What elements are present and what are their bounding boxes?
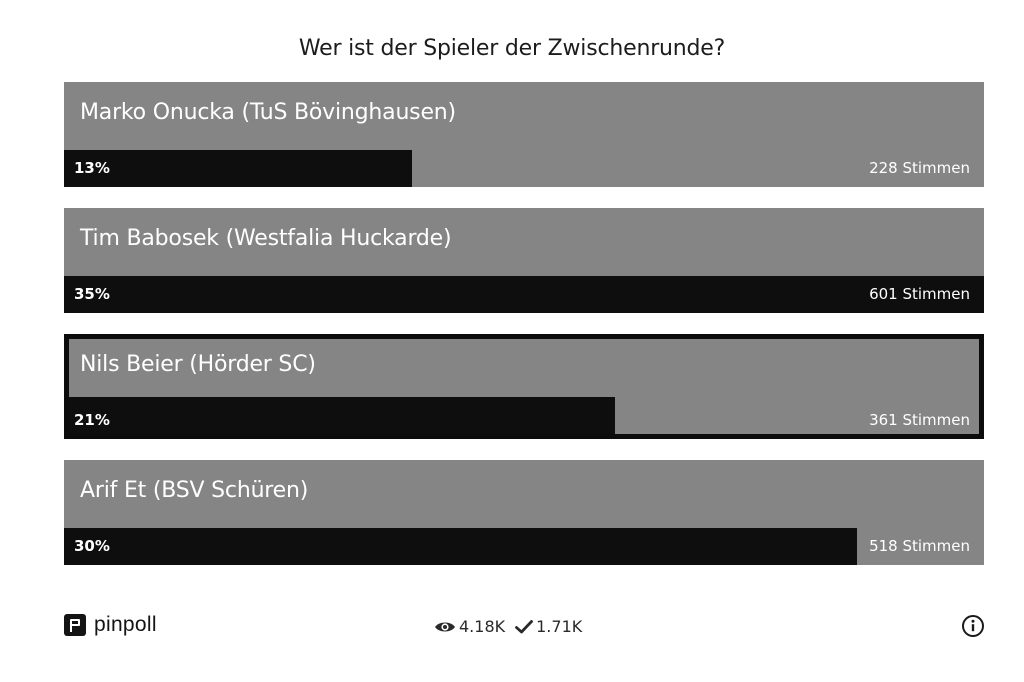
brand-name: pinpoll (94, 613, 157, 636)
poll-stats: 4.18K 1.71K (434, 617, 592, 636)
option-percent: 13% (74, 159, 110, 177)
option-votes: 228 Stimmen (869, 159, 970, 177)
option-name: Tim Babosek (Westfalia Huckarde) (80, 226, 452, 251)
views-stat: 4.18K (434, 617, 505, 636)
votes-count: 1.71K (536, 617, 583, 636)
option-percent: 30% (74, 537, 110, 555)
result-bar (64, 528, 858, 565)
votes-stat: 1.71K (515, 617, 582, 636)
poll-option-onucka[interactable]: Marko Onucka (TuS Bövinghausen) 13% 228 … (64, 82, 984, 187)
poll-footer: pinpoll 4.18K 1.71K (64, 608, 988, 644)
info-icon[interactable] (961, 614, 985, 638)
option-votes: 518 Stimmen (869, 537, 970, 555)
eye-icon (435, 622, 455, 631)
result-bar (64, 276, 984, 313)
option-percent: 21% (74, 411, 110, 429)
option-name: Nils Beier (Hörder SC) (80, 352, 316, 377)
result-bar (69, 397, 615, 434)
pinpoll-logo-icon (64, 614, 86, 636)
views-count: 4.18K (459, 617, 506, 636)
poll-option-beier[interactable]: Nils Beier (Hörder SC) 21% 361 Stimmen (64, 334, 984, 439)
poll-option-et[interactable]: Arif Et (BSV Schüren) 30% 518 Stimmen (64, 460, 984, 565)
option-name: Marko Onucka (TuS Bövinghausen) (80, 100, 456, 125)
option-votes: 361 Stimmen (869, 411, 970, 429)
option-name: Arif Et (BSV Schüren) (80, 478, 309, 503)
result-bar (64, 150, 412, 187)
brand-link[interactable]: pinpoll (64, 613, 157, 637)
checkmark-icon (515, 619, 534, 633)
poll-options: Marko Onucka (TuS Bövinghausen) 13% 228 … (64, 82, 984, 586)
poll-question: Wer ist der Spieler der Zwischenrunde? (298, 36, 726, 61)
option-percent: 35% (74, 285, 110, 303)
poll-option-babosek[interactable]: Tim Babosek (Westfalia Huckarde) 35% 601… (64, 208, 984, 313)
option-votes: 601 Stimmen (869, 285, 970, 303)
